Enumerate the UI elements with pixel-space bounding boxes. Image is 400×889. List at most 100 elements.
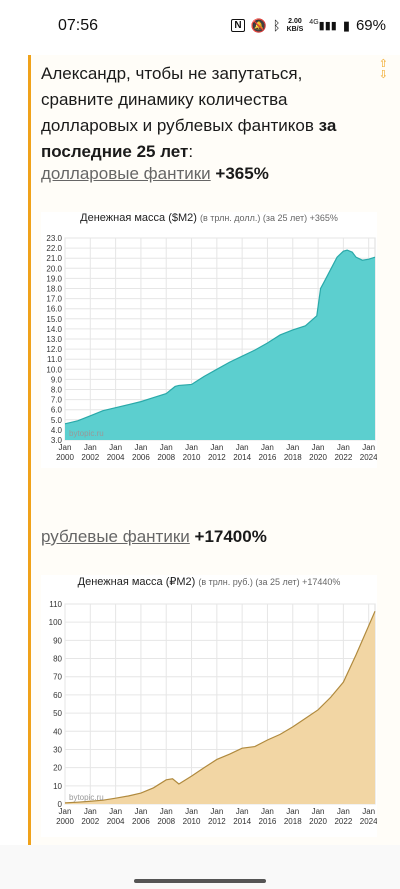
chart-watermark: bytopic.ru xyxy=(69,429,104,438)
y-tick-label: 80 xyxy=(53,655,62,664)
y-tick-label: 12.0 xyxy=(46,345,62,354)
navigation-bar xyxy=(0,845,400,889)
usd-m2-chart: Денежная масса ($M2) (в трлн. долл.) (за… xyxy=(41,212,377,468)
usd-link[interactable]: долларовые фантики xyxy=(41,164,211,183)
y-tick-label: 3.0 xyxy=(51,436,63,445)
network-type: 4G xyxy=(309,19,319,26)
y-tick-label: 50 xyxy=(53,709,62,718)
x-tick-month: Jan xyxy=(236,807,249,816)
scroll-down-icon[interactable]: ⇩ xyxy=(378,69,388,81)
signal-icon: 4G▮▮▮ xyxy=(309,19,337,32)
x-tick-month: Jan xyxy=(286,443,299,452)
y-tick-label: 0 xyxy=(58,800,63,809)
y-tick-label: 17.0 xyxy=(46,295,62,304)
y-tick-label: 90 xyxy=(53,636,62,645)
rub-m2-chart: Денежная масса (₽M2) (в трлн. руб.) (за … xyxy=(41,575,377,837)
y-tick-label: 9.0 xyxy=(51,375,63,384)
y-tick-label: 10 xyxy=(53,782,62,791)
x-tick-year: 2006 xyxy=(132,453,150,462)
chart-title: Денежная масса ($M2) (в трлн. долл.) (за… xyxy=(41,212,377,224)
y-tick-label: 8.0 xyxy=(51,386,63,395)
x-tick-year: 2012 xyxy=(208,453,226,462)
chart-svg: 23.022.021.020.019.0 18.017.016.015.014.0… xyxy=(46,234,377,462)
network-speed: 2.00 KB/S xyxy=(287,18,304,34)
x-tick-month: Jan xyxy=(210,807,223,816)
home-gesture-handle[interactable] xyxy=(134,879,266,883)
x-tick-year: 2008 xyxy=(157,817,175,826)
x-tick-year: 2012 xyxy=(208,817,226,826)
x-tick-year: 2010 xyxy=(183,817,201,826)
x-tick-month: Jan xyxy=(59,807,72,816)
x-tick-year: 2024 xyxy=(360,817,377,826)
status-icons: N 🔕 ᛒ 2.00 KB/S 4G▮▮▮ ▮ 69% xyxy=(231,17,386,34)
x-tick-year: 2020 xyxy=(309,453,327,462)
x-tick-year: 2016 xyxy=(259,453,277,462)
x-tick-year: 2006 xyxy=(132,817,150,826)
chart-subtitle: (в трлн. руб.) (за 25 лет) +17440% xyxy=(198,577,341,587)
chart-svg: 1101009080706050403020100Jan2000Jan2002J… xyxy=(49,600,377,826)
y-tick-label: 110 xyxy=(49,600,62,609)
x-tick-year: 2002 xyxy=(81,817,99,826)
x-tick-year: 2022 xyxy=(334,817,352,826)
y-tick-label: 21.0 xyxy=(46,254,62,263)
x-tick-year: 2016 xyxy=(259,817,277,826)
y-tick-label: 14.0 xyxy=(46,325,62,334)
y-tick-label: 20 xyxy=(53,764,62,773)
y-tick-label: 15.0 xyxy=(46,315,62,324)
post-card: ⇧ ⇩ Александр, чтобы не запутаться, срав… xyxy=(28,55,400,845)
x-tick-year: 2010 xyxy=(183,453,201,462)
y-tick-label: 10.0 xyxy=(46,365,62,374)
x-tick-month: Jan xyxy=(337,807,350,816)
y-tick-label: 60 xyxy=(53,691,62,700)
battery-icon: ▮ xyxy=(342,17,350,33)
x-tick-month: Jan xyxy=(286,807,299,816)
x-tick-year: 2020 xyxy=(309,817,327,826)
y-tick-label: 20.0 xyxy=(46,264,62,273)
x-tick-month: Jan xyxy=(312,807,325,816)
y-tick-label: 4.0 xyxy=(51,426,63,435)
scroll-arrows[interactable]: ⇧ ⇩ xyxy=(379,59,388,81)
y-tick-label: 70 xyxy=(53,673,62,682)
scroll-up-icon[interactable]: ⇧ xyxy=(378,58,388,70)
x-tick-year: 2014 xyxy=(233,817,251,826)
x-tick-month: Jan xyxy=(160,807,173,816)
x-tick-month: Jan xyxy=(134,443,147,452)
x-tick-month: Jan xyxy=(261,443,274,452)
x-tick-month: Jan xyxy=(210,443,223,452)
usd-section-title: долларовые фантики +365% xyxy=(41,163,269,185)
x-tick-year: 2004 xyxy=(107,817,125,826)
series-line xyxy=(64,611,376,804)
rub-link[interactable]: рублевые фантики xyxy=(41,527,190,546)
chart-title: Денежная масса (₽M2) (в трлн. руб.) (за … xyxy=(41,575,377,588)
x-tick-year: 2018 xyxy=(284,817,302,826)
x-tick-month: Jan xyxy=(84,443,97,452)
x-tick-month: Jan xyxy=(362,443,375,452)
chart-subtitle: (в трлн. долл.) (за 25 лет) +365% xyxy=(199,213,338,223)
y-tick-label: 16.0 xyxy=(46,305,62,314)
y-tick-label: 6.0 xyxy=(51,406,63,415)
y-tick-label: 23.0 xyxy=(46,234,62,243)
network-speed-unit: KB/S xyxy=(286,25,304,33)
network-speed-value: 2.00 xyxy=(288,17,302,25)
y-tick-label: 100 xyxy=(49,618,63,627)
x-tick-month: Jan xyxy=(185,807,198,816)
x-tick-month: Jan xyxy=(84,807,97,816)
x-tick-month: Jan xyxy=(312,443,325,452)
nfc-icon: N xyxy=(231,19,245,32)
x-tick-month: Jan xyxy=(109,443,122,452)
x-tick-year: 2022 xyxy=(334,453,352,462)
x-tick-year: 2000 xyxy=(56,453,74,462)
x-tick-month: Jan xyxy=(59,443,72,452)
status-time: 07:56 xyxy=(58,17,99,34)
y-tick-label: 18.0 xyxy=(46,285,62,294)
battery-percent: 69% xyxy=(355,17,386,34)
x-tick-month: Jan xyxy=(236,443,249,452)
y-tick-label: 7.0 xyxy=(51,396,63,405)
usd-percent: +365% xyxy=(215,164,269,183)
y-tick-label: 22.0 xyxy=(46,244,62,253)
y-tick-label: 19.0 xyxy=(46,274,62,283)
y-tick-label: 40 xyxy=(53,727,62,736)
chart-title-main: Денежная масса (₽M2) xyxy=(77,576,196,588)
series-area xyxy=(65,250,375,440)
rub-percent: +17400% xyxy=(194,527,267,546)
